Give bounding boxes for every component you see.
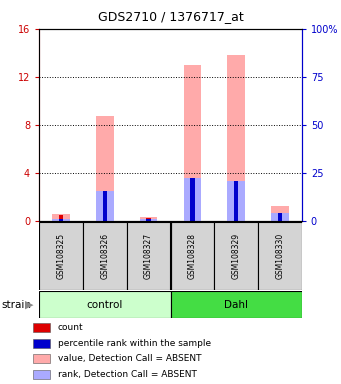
Text: Dahl: Dahl [224,300,248,310]
Text: ▶: ▶ [25,300,34,310]
Bar [103,191,107,221]
Bar [127,222,170,290]
Text: GSM108327: GSM108327 [144,233,153,279]
Bar [96,191,114,221]
Text: GDS2710 / 1376717_at: GDS2710 / 1376717_at [98,10,243,23]
Bar [170,222,214,290]
Bar [96,116,114,221]
Bar [140,219,158,221]
Bar [227,55,245,221]
Text: value, Detection Call = ABSENT: value, Detection Call = ABSENT [58,354,202,363]
Text: GSM108329: GSM108329 [232,233,241,279]
Text: GSM108328: GSM108328 [188,233,197,279]
Bar [227,181,245,221]
Bar [33,370,50,379]
Bar [146,219,151,221]
Bar [146,218,151,221]
Bar [39,222,83,290]
Text: GSM108330: GSM108330 [276,233,284,279]
Bar [258,222,302,290]
Text: percentile rank within the sample: percentile rank within the sample [58,339,211,348]
Bar [140,217,158,221]
Bar [170,291,302,318]
Bar [234,181,238,221]
Text: count: count [58,323,84,332]
Bar [83,222,127,290]
Bar [39,291,170,318]
Bar [33,323,50,332]
Text: rank, Detection Call = ABSENT: rank, Detection Call = ABSENT [58,370,197,379]
Bar [53,214,70,221]
Bar [33,339,50,348]
Text: GSM108325: GSM108325 [57,233,65,279]
Bar [59,218,63,221]
Bar [59,215,63,221]
Text: control: control [87,300,123,310]
Bar [190,178,195,221]
Bar [183,178,201,221]
Text: strain: strain [2,300,32,310]
Bar [271,213,289,221]
Bar [53,218,70,221]
Bar [214,222,258,290]
Bar [278,213,282,221]
Bar [271,207,289,221]
Bar [278,214,282,221]
Bar [33,354,50,363]
Bar [183,65,201,221]
Text: GSM108326: GSM108326 [100,233,109,279]
